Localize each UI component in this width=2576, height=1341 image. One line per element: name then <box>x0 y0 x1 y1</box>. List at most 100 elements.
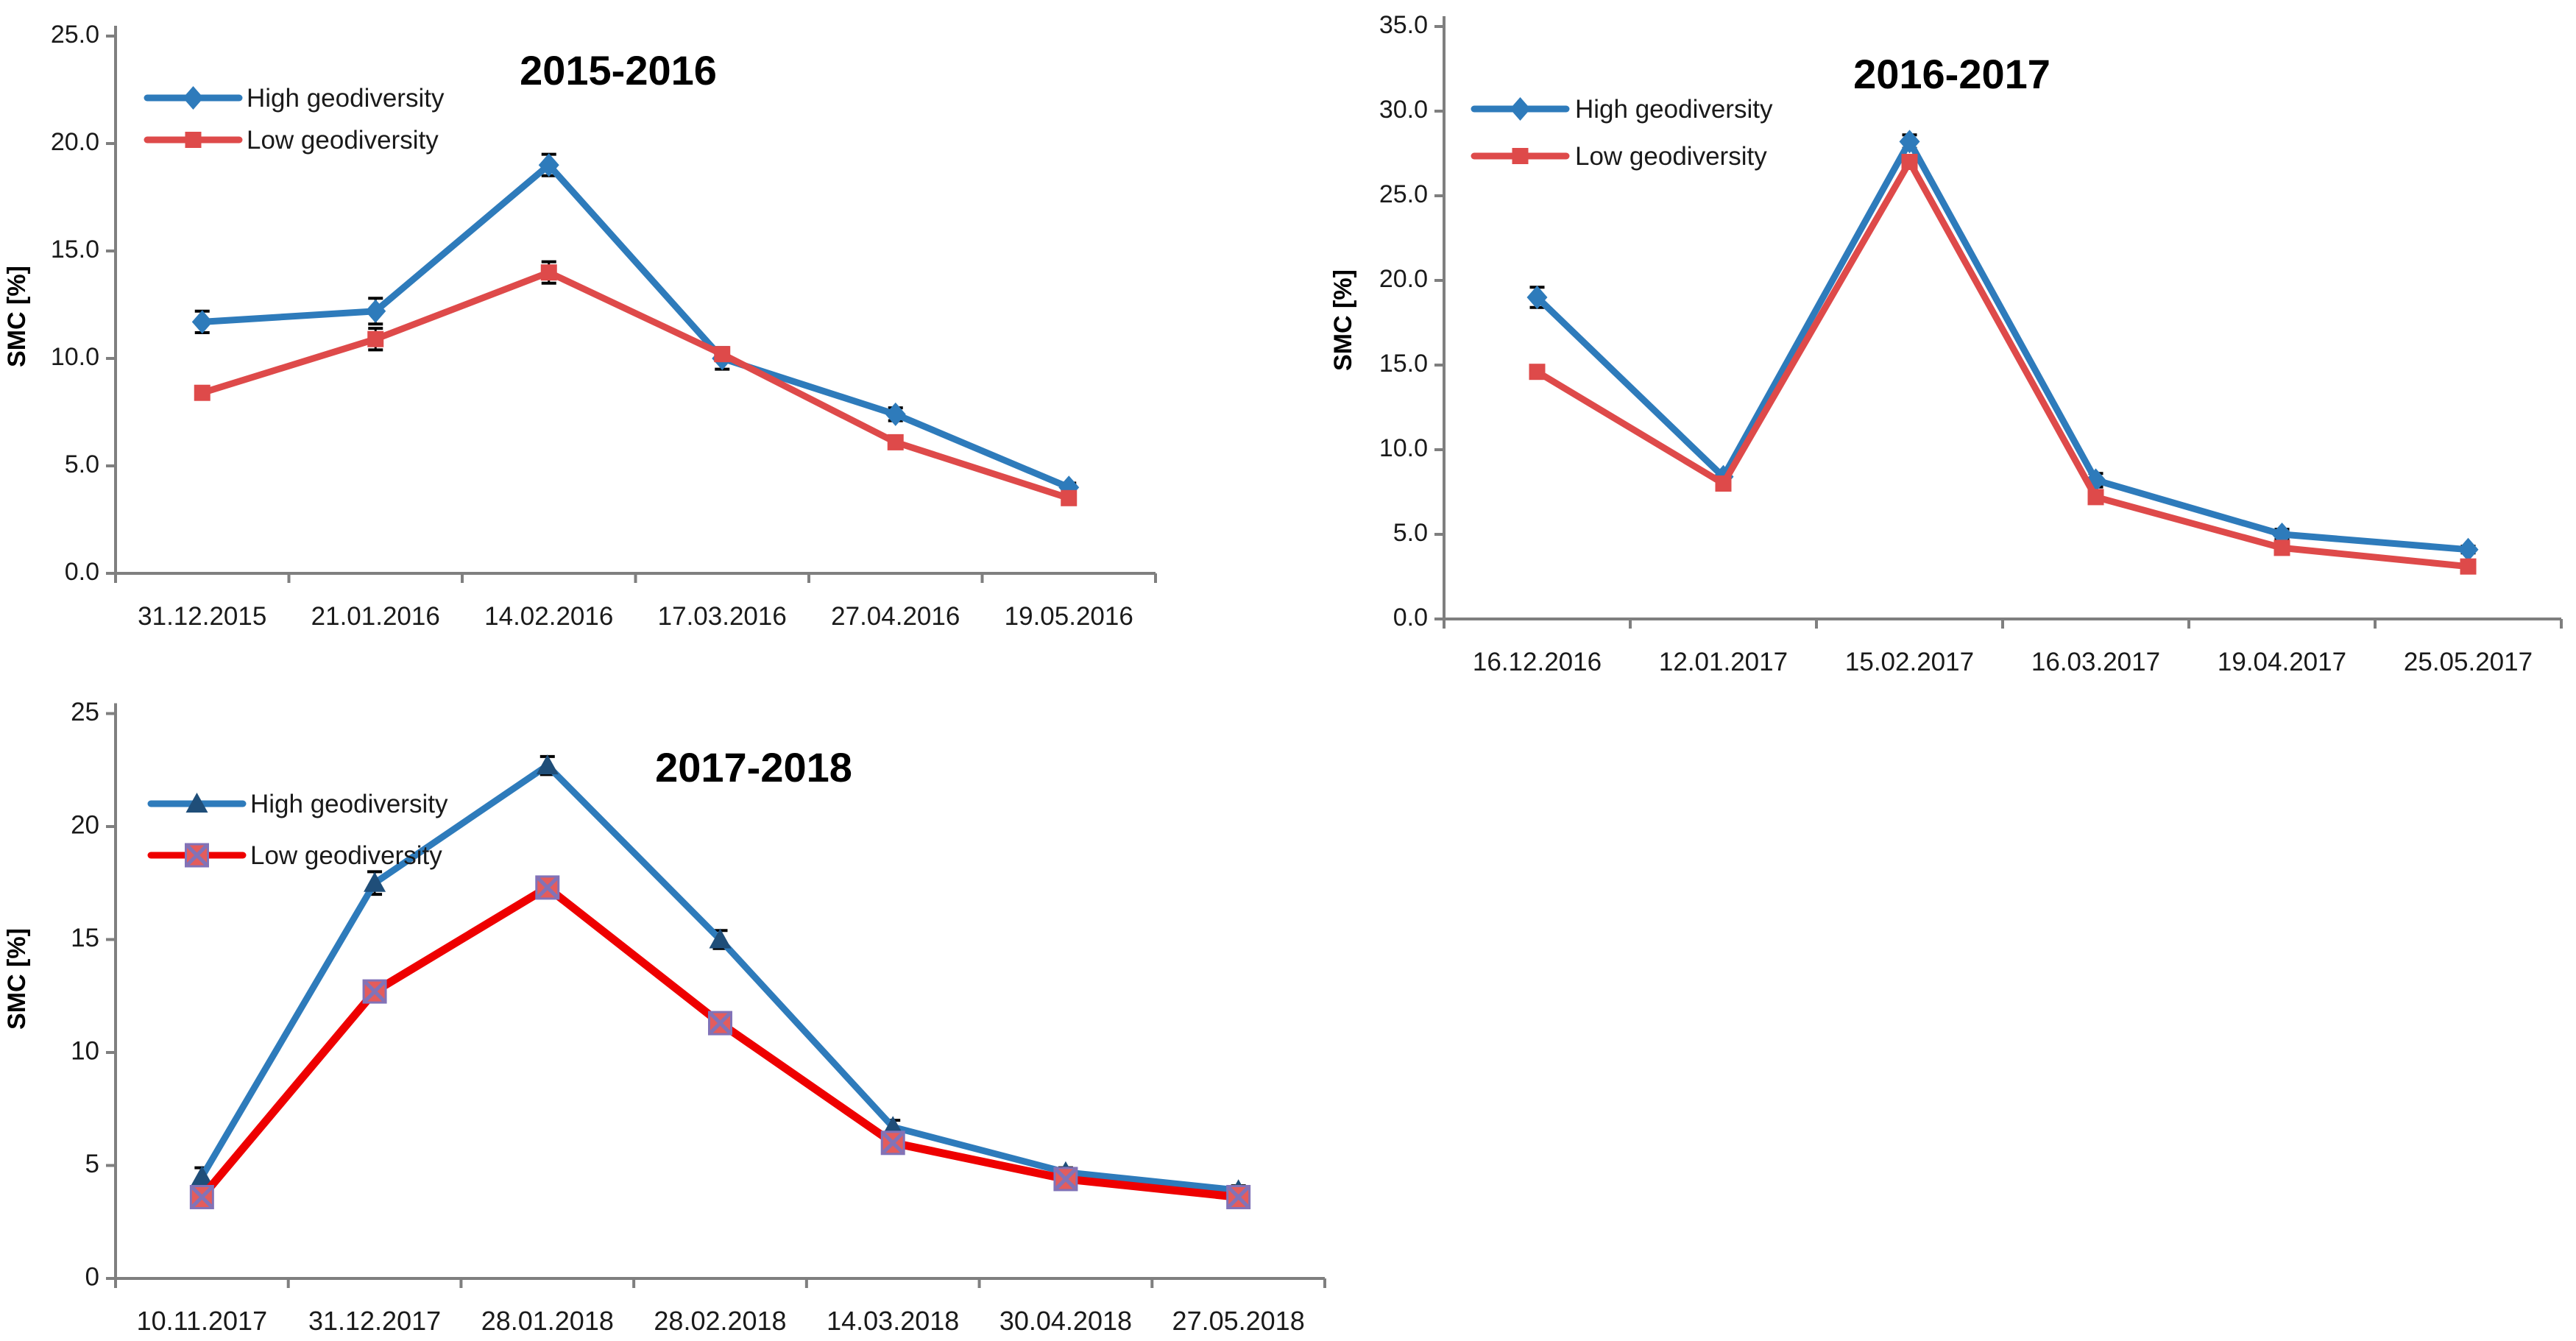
axes-group-2015-2016: 0.0 5.0 10.0 15.0 20.0 25.0 31.12.2015 21.01.20… <box>51 21 1157 631</box>
series-low-geodiversity <box>189 875 1251 1209</box>
chart-2017-2018: 0 5 10 15 20 25 10.11.2017 31.12.2017 28.01.2018… <box>3 698 1326 1336</box>
y-tick-label: 0.0 <box>1393 604 1428 631</box>
x-tick-label: 14.03.2018 <box>827 1306 959 1336</box>
y-tick-label: 15.0 <box>1379 350 1428 378</box>
data-point-marker-square <box>185 132 202 148</box>
x-tick-label: 15.02.2017 <box>1845 648 1974 676</box>
data-point-marker-square <box>1715 475 1732 492</box>
data-point-marker-x-stroke <box>882 1132 904 1154</box>
data-point-marker-triangle <box>191 1165 213 1186</box>
data-point-marker-diamond <box>1899 130 1920 154</box>
data-point-marker-square <box>194 384 210 401</box>
chart-2015-2016: 0.0 5.0 10.0 15.0 20.0 25.0 31.12.2015 21.01.20… <box>3 21 1157 631</box>
y-tick-label: 15.0 <box>51 236 99 263</box>
data-point-marker-diamond <box>183 86 204 110</box>
legend-2017-2018: High geodiversity Low geodiversity <box>147 790 448 870</box>
legend-marker-sample <box>183 86 204 110</box>
x-tick-label: 19.04.2017 <box>2218 648 2346 676</box>
series-line <box>1534 138 2471 553</box>
data-point-marker-square <box>1901 154 1918 170</box>
series-line <box>199 269 1072 502</box>
data-point-marker-diamond <box>2458 537 2479 562</box>
y-tick-label: 25 <box>71 698 99 726</box>
legend-marker-sample <box>185 132 202 148</box>
series-line <box>1534 158 2471 570</box>
data-point-marker-square <box>887 434 904 450</box>
x-tick-label: 27.04.2016 <box>831 602 960 631</box>
data-point-marker-triangle <box>364 871 386 892</box>
axes-group-2017-2018: 0 5 10 15 20 25 10.11.2017 31.12.2017 28.01.2018… <box>71 698 1326 1336</box>
series-high-geodiversity <box>191 754 1250 1200</box>
y-tick-label: 20 <box>71 810 99 839</box>
legend-label-low-geodiversity: Low geodiversity <box>250 841 442 870</box>
x-tick-label: 30.04.2018 <box>999 1306 1132 1336</box>
x-tick-label: 16.03.2017 <box>2031 648 2160 676</box>
data-point-marker-square <box>2460 558 2477 575</box>
legend-label-high-geodiversity: High geodiversity <box>247 84 445 113</box>
y-tick-label: 10 <box>71 1036 99 1065</box>
series-high-geodiversity <box>1526 130 2479 562</box>
x-tick-label: 28.01.2018 <box>481 1306 614 1336</box>
legend-marker-sample <box>185 843 209 868</box>
data-point-marker-diamond <box>365 299 386 323</box>
y-tick-label: 20.0 <box>1379 265 1428 293</box>
legend-label-low-geodiversity: Low geodiversity <box>1575 142 1767 171</box>
data-point-marker-square <box>2274 539 2290 556</box>
y-tick-label: 0 <box>85 1262 99 1291</box>
y-tick-label: 35.0 <box>1379 11 1428 39</box>
y-tick-label: 5 <box>85 1150 99 1178</box>
y-tick-label: 5.0 <box>1393 519 1428 547</box>
y-tick-label: 0.0 <box>65 558 99 586</box>
data-point-marker-diamond <box>538 153 559 177</box>
data-point-marker-x-stroke <box>191 1186 213 1209</box>
x-tick-label: 31.12.2015 <box>138 602 266 631</box>
data-point-marker-triangle <box>709 928 732 949</box>
x-tick-label: 21.01.2016 <box>311 602 440 631</box>
x-tick-label: 10.11.2017 <box>137 1306 268 1336</box>
data-point-marker-square <box>367 330 384 347</box>
data-point-marker-square <box>1512 148 1529 164</box>
data-point-marker-square <box>714 346 731 363</box>
y-tick-label: 10.0 <box>1379 434 1428 462</box>
legend-marker-sample <box>1510 97 1531 121</box>
y-tick-label: 25.0 <box>1379 180 1428 208</box>
legend-marker-sample <box>1512 148 1529 164</box>
legend-label-high-geodiversity: High geodiversity <box>1575 95 1773 124</box>
x-tick-label: 12.01.2017 <box>1659 648 1788 676</box>
y-axis-label: SMC [%] <box>3 928 31 1030</box>
chart-title: 2017-2018 <box>655 744 852 790</box>
y-tick-label: 20.0 <box>51 128 99 156</box>
chart-title: 2016-2017 <box>1853 51 2050 97</box>
legend-2015-2016: High geodiversity Low geodiversity <box>144 84 445 155</box>
data-point-marker-x-stroke <box>364 980 386 1002</box>
y-tick-label: 5.0 <box>65 450 99 478</box>
series-high-geodiversity <box>191 152 1080 500</box>
series-low-geodiversity <box>194 260 1078 506</box>
y-tick-label: 25.0 <box>51 21 99 49</box>
data-point-marker-square <box>1529 364 1546 381</box>
data-point-marker-square <box>540 264 557 281</box>
x-tick-label: 31.12.2017 <box>308 1306 441 1336</box>
legend-label-high-geodiversity: High geodiversity <box>250 790 448 818</box>
y-axis-label: SMC [%] <box>3 266 31 367</box>
chart-2016-2017: 0.0 5.0 10.0 15.0 20.0 25.0 30.0 35.0 16.12.2016… <box>1329 11 2563 676</box>
series-group-2015-2016 <box>191 152 1080 506</box>
x-tick-label: 28.02.2018 <box>654 1306 786 1336</box>
legend-2016-2017: High geodiversity Low geodiversity <box>1471 95 1773 171</box>
series-line <box>199 161 1072 491</box>
series-low-geodiversity <box>1529 154 2477 575</box>
data-point-marker-diamond <box>1526 286 1548 309</box>
x-tick-label: 25.05.2017 <box>2404 648 2533 676</box>
data-point-marker-x-stroke <box>1055 1168 1077 1190</box>
data-point-marker-square <box>1061 489 1078 506</box>
y-tick-label: 10.0 <box>51 343 99 371</box>
x-tick-label: 17.03.2016 <box>658 602 787 631</box>
series-line <box>198 762 1242 1194</box>
y-axis-label: SMC [%] <box>1329 269 1357 371</box>
x-tick-label: 19.05.2016 <box>1005 602 1133 631</box>
x-tick-label: 14.02.2016 <box>484 602 613 631</box>
data-point-marker-triangle <box>185 793 208 813</box>
y-tick-label: 15 <box>71 924 99 952</box>
data-point-marker-x-stroke <box>185 844 208 866</box>
